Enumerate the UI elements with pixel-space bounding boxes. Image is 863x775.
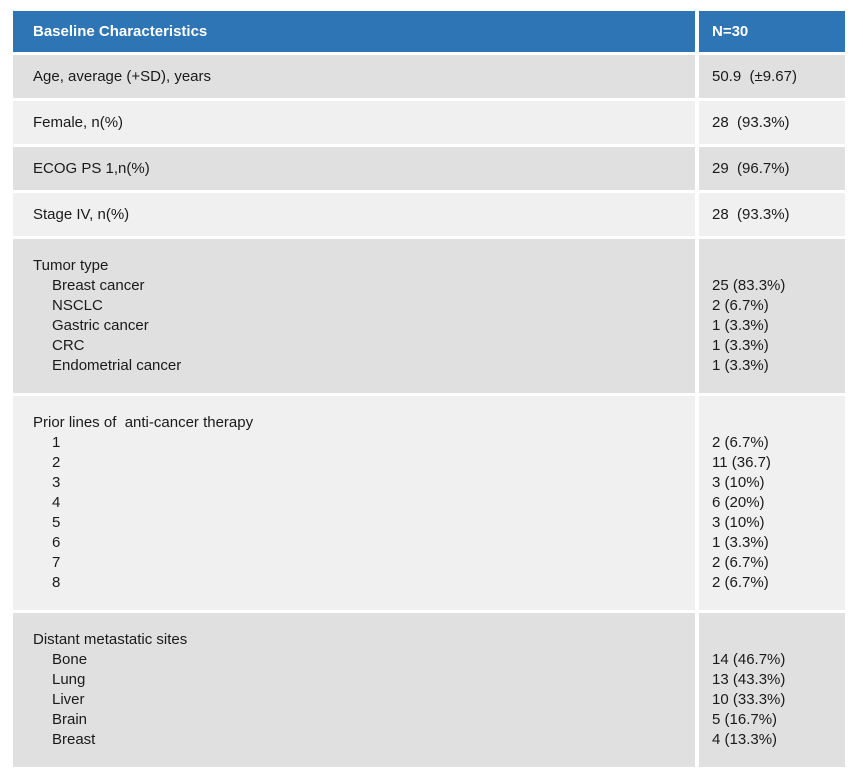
group-item-value: 1 (3.3%) [712, 317, 769, 334]
row-value-cell: 2 (6.7%) 11 (36.7) 3 (10%) 6 (20%) 3 (10%) 1 … [699, 396, 845, 610]
baseline-characteristics-table: Baseline Characteristics N=30 Age, avera… [13, 11, 845, 770]
group-item-value: 3 (10%) [712, 514, 765, 531]
group-item-value: 1 (3.3%) [712, 337, 769, 354]
row-value: 29 (96.7%) [712, 160, 790, 177]
group-item-label: Endometrial cancer [52, 357, 182, 374]
row-value-cell: 29 (96.7%) [699, 147, 845, 190]
row-label-cell: ECOG PS 1,n(%) [13, 147, 695, 190]
table-row: Age, average (+SD), years 50.9 (±9.67) [13, 55, 845, 98]
group-item-value: 3 (10%) [712, 474, 765, 491]
group-item-value: 13 (43.3%) [712, 671, 786, 688]
table-row: Female, n(%) 28 (93.3%) [13, 101, 845, 144]
row-value-cell: 50.9 (±9.67) [699, 55, 845, 98]
row-label: Age, average (+SD), years [33, 68, 212, 85]
row-value-cell: 25 (83.3%) 2 (6.7%) 1 (3.3%) 1 (3.3%) 1 (3.3… [699, 239, 845, 393]
row-label: ECOG PS 1,n(%) [33, 160, 150, 177]
group-item-value: 10 (33.3%) [712, 691, 786, 708]
group-item-value: 2 (6.7%) [712, 297, 769, 314]
group-item-label: 4 [52, 494, 61, 511]
group-heading: Prior lines of anti-cancer therapy [33, 414, 254, 431]
table-row: Tumor type Breast cancer NSCLC Gastric canc… [13, 239, 845, 393]
row-label-cell: Female, n(%) [13, 101, 695, 144]
table-header-label-cell: Baseline Characteristics [13, 11, 695, 52]
table-title: Baseline Characteristics [33, 23, 208, 40]
group-item-value: 25 (83.3%) [712, 277, 786, 294]
sample-size-label: N=30 [712, 23, 749, 40]
row-label-cell: Age, average (+SD), years [13, 55, 695, 98]
group-item-value: 2 (6.7%) [712, 554, 769, 571]
group-item-label: Bone [52, 651, 88, 668]
group-item-value: 11 (36.7) [712, 454, 771, 471]
group-item-label: 3 [52, 474, 61, 491]
group-value-spacer [699, 413, 845, 433]
row-value: 28 (93.3%) [712, 114, 790, 131]
row-label: Female, n(%) [33, 114, 124, 131]
row-value-cell: 28 (93.3%) [699, 193, 845, 236]
group-item-value: 4 (13.3%) [712, 731, 778, 748]
group-item-value: 2 (6.7%) [712, 434, 769, 451]
table-row: Distant metastatic sites Bone Lung Liver Bra… [13, 613, 845, 767]
group-item-value: 2 (6.7%) [712, 574, 769, 591]
group-item-value: 14 (46.7%) [712, 651, 786, 668]
row-value-cell: 14 (46.7%) 13 (43.3%) 10 (33.3%) 5 (16.7%) 4… [699, 613, 845, 767]
table-row: ECOG PS 1,n(%) 29 (96.7%) [13, 147, 845, 190]
group-item-label: Gastric cancer [52, 317, 149, 334]
group-item-label: 8 [52, 574, 61, 591]
row-label-cell: Stage IV, n(%) [13, 193, 695, 236]
row-value-cell: 28 (93.3%) [699, 101, 845, 144]
group-item-label: Breast [52, 731, 96, 748]
row-label: Stage IV, n(%) [33, 206, 130, 223]
group-heading: Tumor type [33, 257, 109, 274]
group-item-label: 2 [52, 454, 61, 471]
row-value: 28 (93.3%) [712, 206, 790, 223]
group-item-label: CRC [52, 337, 85, 354]
group-item-label: 6 [52, 534, 61, 551]
group-item-label: Liver [52, 691, 85, 708]
group-item-label: Breast cancer [52, 277, 145, 294]
group-value-spacer [699, 256, 845, 276]
table-row: Prior lines of anti-cancer therapy 1 2 3 4 5 6… [13, 396, 845, 610]
group-value-spacer [699, 630, 845, 650]
group-item-value: 6 (20%) [712, 494, 765, 511]
group-item-value: 1 (3.3%) [712, 534, 769, 551]
group-item-value: 5 (16.7%) [712, 711, 778, 728]
group-item-label: 5 [52, 514, 61, 531]
row-value: 50.9 (±9.67) [712, 68, 797, 85]
table-row: Stage IV, n(%) 28 (93.3%) [13, 193, 845, 236]
row-label-cell: Prior lines of anti-cancer therapy 1 2 3 4 5 6… [13, 396, 695, 610]
table-body: Age, average (+SD), years 50.9 (±9.67) Fem… [13, 55, 845, 767]
group-item-label: Lung [52, 671, 86, 688]
group-item-label: 7 [52, 554, 61, 571]
group-item-value: 1 (3.3%) [712, 357, 769, 374]
group-item-label: NSCLC [52, 297, 103, 314]
group-heading: Distant metastatic sites [33, 631, 188, 648]
table-header-value-cell: N=30 [699, 11, 845, 52]
group-item-label: 1 [52, 434, 61, 451]
row-label-cell: Tumor type Breast cancer NSCLC Gastric canc… [13, 239, 695, 393]
group-item-label: Brain [52, 711, 88, 728]
row-label-cell: Distant metastatic sites Bone Lung Liver Bra… [13, 613, 695, 767]
table-header-row: Baseline Characteristics N=30 [13, 11, 845, 52]
